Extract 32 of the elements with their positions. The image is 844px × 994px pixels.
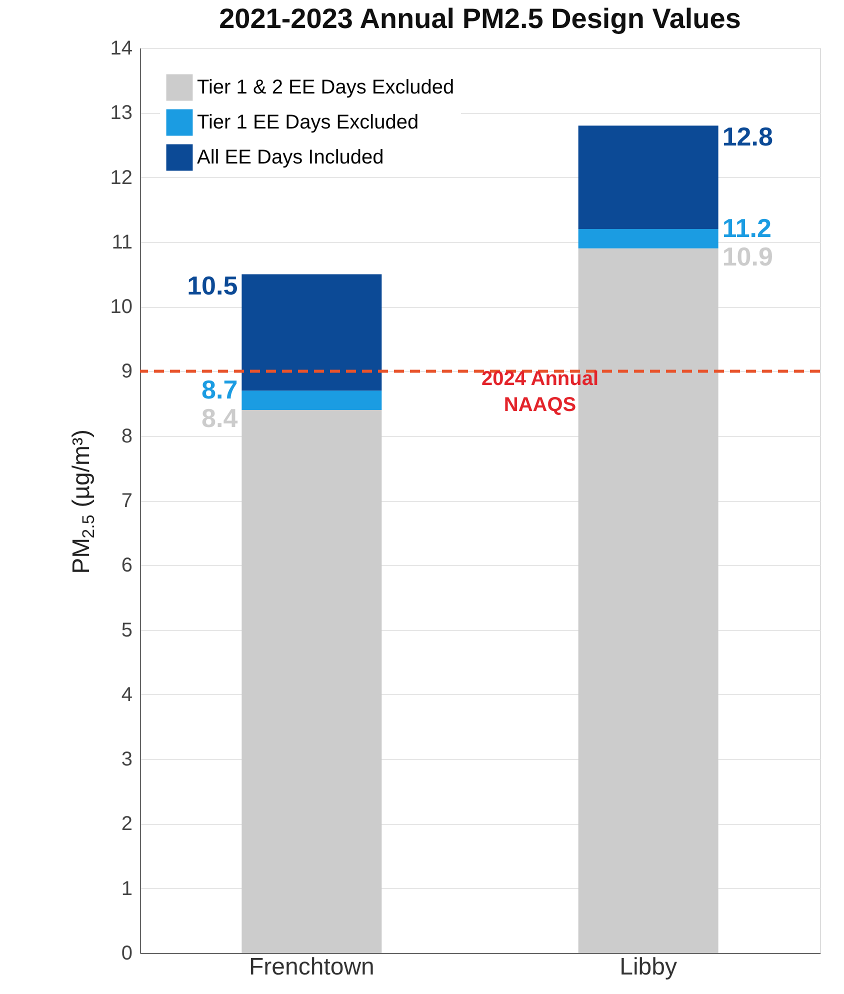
y-tick-label: 14 bbox=[110, 38, 132, 60]
bar bbox=[242, 410, 382, 953]
x-tick-label: Frenchtown bbox=[248, 954, 374, 980]
y-tick-label: 12 bbox=[110, 166, 132, 189]
ref-line-label: 2024 Annual NAAQS bbox=[481, 368, 599, 416]
y-tick-label: 13 bbox=[110, 102, 132, 124]
annotation: 10.5 bbox=[187, 270, 238, 300]
legend-label: Tier 1 & 2 EE Days Excluded bbox=[197, 76, 454, 98]
y-tick-label: 7 bbox=[121, 490, 132, 512]
y-tick-label: 11 bbox=[112, 231, 132, 254]
bar bbox=[578, 229, 718, 248]
y-tick-label: 0 bbox=[121, 942, 132, 964]
bar bbox=[242, 274, 382, 391]
y-tick-label: 10 bbox=[110, 296, 132, 318]
y-tick-label: 5 bbox=[121, 619, 132, 642]
legend-label: All EE Days Included bbox=[197, 146, 384, 168]
legend-label: Tier 1 EE Days Excluded bbox=[197, 112, 419, 134]
y-tick-label: 3 bbox=[121, 748, 132, 771]
chart-title: 2021-2023 Annual PM2.5 Design Values bbox=[219, 3, 741, 34]
y-tick-label: 9 bbox=[121, 360, 132, 383]
y-tick-label: 2 bbox=[121, 813, 132, 836]
bar bbox=[578, 126, 718, 229]
annotation: 11.2 bbox=[722, 213, 772, 243]
y-tick-label: 8 bbox=[121, 425, 132, 448]
y-axis-title: PM2.5 (µg/m³) bbox=[68, 430, 98, 574]
y-tick-label: 6 bbox=[121, 554, 132, 577]
y-tick-label: 4 bbox=[121, 684, 132, 706]
annotation: 8.7 bbox=[202, 374, 238, 405]
bar bbox=[242, 390, 382, 410]
x-tick-label: Libby bbox=[620, 954, 678, 980]
annotation: 12.8 bbox=[722, 122, 773, 152]
y-tick-label: 1 bbox=[121, 878, 132, 900]
